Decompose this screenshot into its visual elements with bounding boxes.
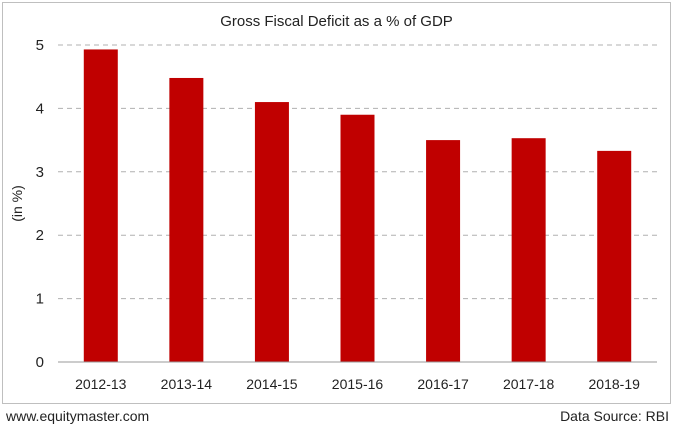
y-tick-label: 5 bbox=[36, 37, 44, 54]
bar bbox=[254, 102, 289, 362]
y-tick-label: 1 bbox=[36, 291, 44, 308]
chart-title: Gross Fiscal Deficit as a % of GDP bbox=[220, 13, 453, 30]
website-label: www.equitymaster.com bbox=[6, 408, 150, 424]
y-tick-labels: 0 1 2 3 4 5 bbox=[36, 37, 44, 371]
data-source-label: Data Source: RBI bbox=[560, 408, 669, 424]
x-tick-label: 2015-16 bbox=[332, 376, 384, 392]
x-tick-label: 2018-19 bbox=[589, 376, 641, 392]
bar bbox=[511, 138, 546, 362]
x-tick-labels: 2012-13 2013-14 2014-15 2015-16 2016-17 2017-… bbox=[75, 376, 640, 392]
bar bbox=[83, 49, 118, 363]
bar bbox=[340, 114, 375, 363]
y-tick-label: 0 bbox=[36, 354, 44, 371]
y-tick-label: 2 bbox=[36, 227, 44, 244]
x-tick-label: 2014-15 bbox=[246, 376, 298, 392]
bar bbox=[597, 150, 632, 362]
bar bbox=[169, 77, 204, 362]
y-tick-label: 3 bbox=[36, 164, 44, 181]
x-tick-label: 2013-14 bbox=[161, 376, 213, 392]
bar bbox=[426, 140, 461, 362]
bars-layer bbox=[83, 49, 632, 363]
x-tick-label: 2012-13 bbox=[75, 376, 127, 392]
y-tick-label: 4 bbox=[36, 100, 44, 117]
x-tick-label: 2016-17 bbox=[417, 376, 469, 392]
y-axis-label: (in %) bbox=[9, 185, 25, 222]
bar-chart: 0 1 2 3 4 5 2012-13 2013-14 2014-15 2015-16 2016-… bbox=[9, 37, 657, 392]
x-tick-label: 2017-18 bbox=[503, 376, 555, 392]
